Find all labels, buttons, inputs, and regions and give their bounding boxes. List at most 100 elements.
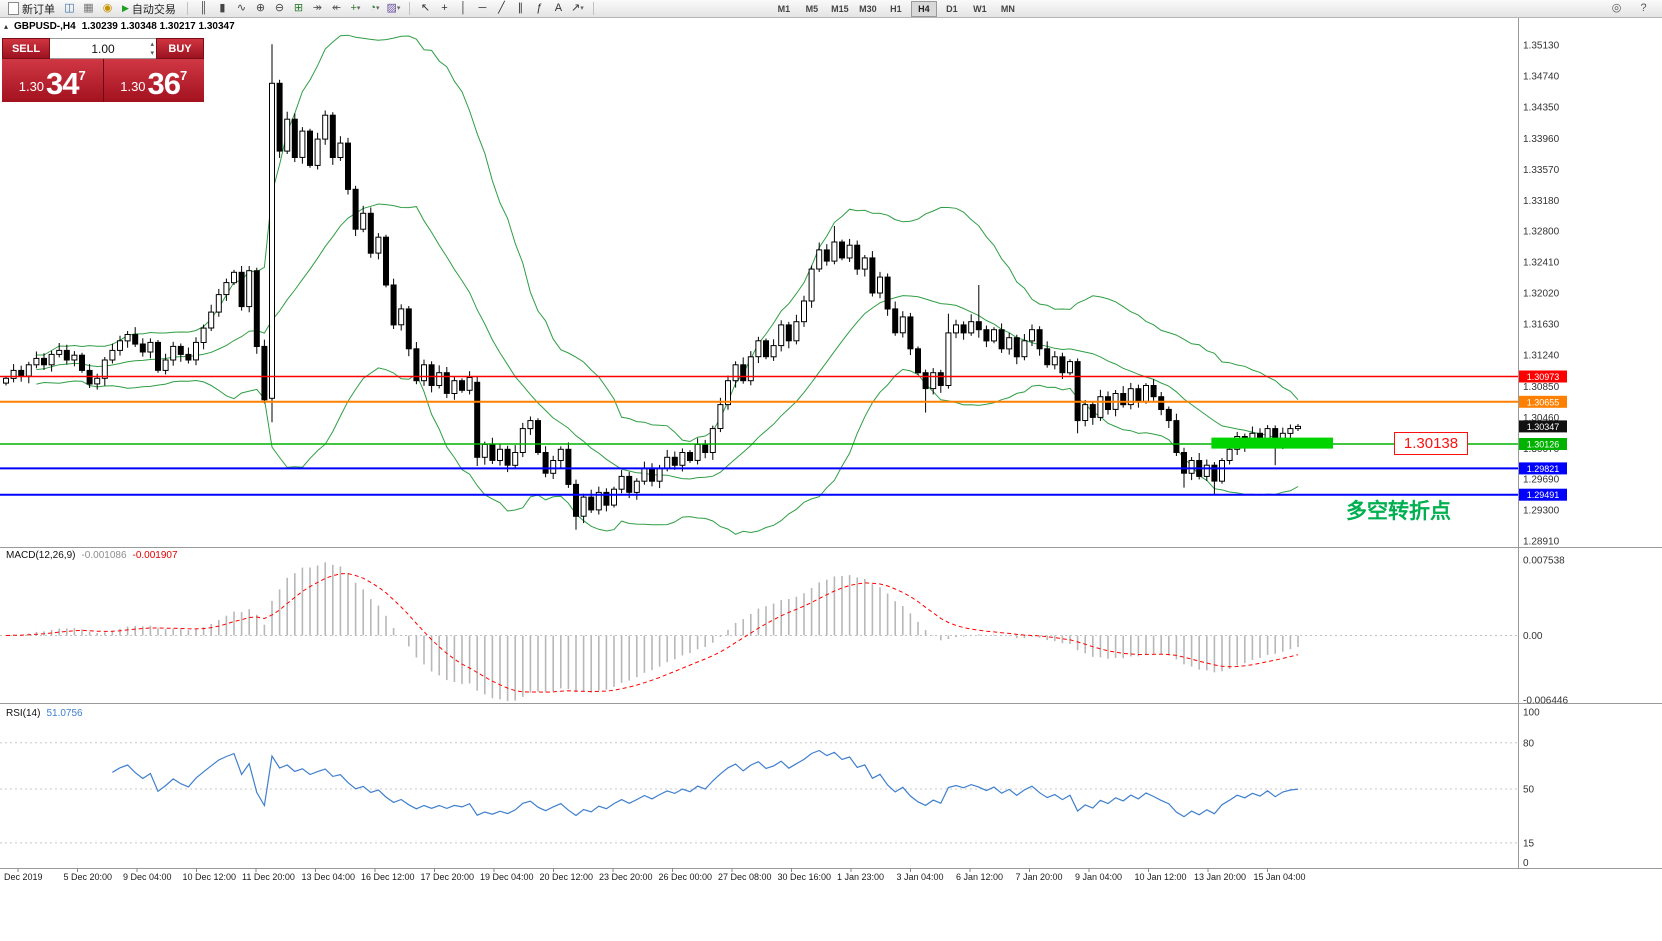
volume-value: 1.00 — [91, 41, 115, 56]
volume-down-button[interactable]: ▾ — [150, 50, 154, 57]
fibonacci-icon[interactable]: ƒ — [536, 2, 543, 14]
price-axis[interactable] — [1518, 18, 1662, 868]
svg-text:13 Jan 20:00: 13 Jan 20:00 — [1194, 872, 1246, 882]
chart-canvas[interactable]: 1.35130 1.34740 1.34350 1.33960 1.33570 1.331… — [0, 18, 1662, 885]
timeframe-h4-button[interactable]: H4 — [910, 0, 937, 17]
buy-button[interactable]: 1.30 36 7 — [103, 59, 204, 102]
svg-text:1.32410: 1.32410 — [1523, 257, 1560, 268]
svg-text:-0.006446: -0.006446 — [1523, 695, 1568, 706]
trade-panel-toggle[interactable]: ▴ — [4, 22, 9, 31]
svg-text:10 Dec 12:00: 10 Dec 12:00 — [183, 872, 237, 882]
drawing-tools-group: ↖ + │ ─ ╱ ∥ ƒ A ↗ ▾ — [417, 1, 586, 16]
svg-text:15: 15 — [1523, 838, 1535, 849]
svg-text:16 Dec 12:00: 16 Dec 12:00 — [361, 872, 415, 882]
timeframe-m1-button[interactable]: M1 — [777, 3, 791, 14]
rsi-label-row: RSI(14) 51.0756 — [6, 708, 83, 719]
dropdown-caret-icon: ▾ — [580, 5, 584, 12]
macd-signal-value: -0.001907 — [132, 550, 178, 561]
svg-text:1.29690: 1.29690 — [1523, 474, 1560, 485]
svg-text:9 Jan 04:00: 9 Jan 04:00 — [1075, 872, 1122, 882]
tile-windows-icon[interactable]: ⊞ — [293, 2, 304, 14]
candles — [3, 44, 1301, 530]
sell-header-button[interactable]: SELL — [2, 38, 50, 59]
alerts-icon[interactable]: ◉ — [102, 2, 113, 14]
volume-input[interactable]: 1.00 ▴ ▾ — [50, 38, 156, 59]
time-axis[interactable] — [0, 868, 1662, 886]
candlestick-icon[interactable]: ▮ — [219, 2, 226, 14]
zoom-in-icon[interactable]: ⊕ — [255, 2, 266, 14]
auto-trading-button[interactable]: ▶ 自动交易 — [118, 1, 180, 17]
profiles-icon[interactable]: ▦ — [83, 2, 94, 14]
svg-text:Dec 2019: Dec 2019 — [4, 872, 43, 882]
periods-icon[interactable]: ◔ ▾ — [369, 2, 380, 14]
timeframe-m30-button[interactable]: M30 — [859, 3, 877, 14]
timeframe-mn-button[interactable]: MN — [1000, 3, 1015, 14]
svg-text:0.007538: 0.007538 — [1523, 556, 1565, 567]
svg-text:0.00: 0.00 — [1523, 631, 1543, 642]
chart-shift-icon[interactable]: ↞ — [331, 2, 342, 14]
time-axis-labels: Dec 2019 5 Dec 20:00 9 Dec 04:00 10 Dec 12:… — [4, 868, 1306, 882]
svg-text:1.30973: 1.30973 — [1527, 372, 1560, 382]
toolbar-separator — [592, 2, 594, 15]
macd-label-row: MACD(12,26,9) -0.001086 -0.001907 — [6, 550, 178, 561]
line-chart-icon[interactable]: ∿ — [236, 2, 247, 14]
timeframe-m5-button[interactable]: M5 — [805, 3, 819, 14]
new-order-label: 新订单 — [22, 3, 55, 16]
svg-text:30 Dec 16:00: 30 Dec 16:00 — [778, 872, 832, 882]
auto-trading-label: 自动交易 — [131, 3, 176, 16]
auto-scroll-icon[interactable]: ↠ — [312, 2, 323, 14]
rsi-indicator: 100 80 50 15 0 — [0, 708, 1540, 869]
sell-button[interactable]: 1.30 34 7 — [2, 59, 104, 102]
svg-text:1.28910: 1.28910 — [1523, 537, 1560, 548]
timeframe-h1-button[interactable]: H1 — [890, 3, 902, 14]
svg-text:13 Dec 04:00: 13 Dec 04:00 — [302, 872, 356, 882]
new-order-icon — [8, 2, 19, 15]
new-order-button[interactable]: 新订单 — [4, 1, 59, 17]
search-icon[interactable]: ◎ — [1611, 2, 1622, 14]
vertical-line-icon[interactable]: │ — [459, 2, 467, 14]
svg-text:1.33570: 1.33570 — [1523, 165, 1560, 176]
timeframe-w1-button[interactable]: W1 — [973, 3, 987, 14]
channel-icon[interactable]: ∥ — [517, 2, 524, 14]
panel-separator-macd[interactable] — [0, 546, 1662, 550]
zoom-out-icon[interactable]: ⊖ — [274, 2, 285, 14]
dropdown-caret-icon: ▾ — [375, 5, 380, 12]
trade-panel-prices: 1.30 34 7 1.30 36 7 — [2, 59, 204, 102]
svg-text:50: 50 — [1523, 785, 1535, 796]
svg-text:10 Jan 12:00: 10 Jan 12:00 — [1135, 872, 1187, 882]
svg-text:1.33180: 1.33180 — [1523, 196, 1560, 207]
timeframe-d1-button[interactable]: D1 — [946, 3, 958, 14]
dropdown-caret-icon: ▾ — [396, 5, 401, 12]
volume-up-button[interactable]: ▴ — [150, 41, 154, 48]
panel-separator-rsi[interactable] — [0, 702, 1662, 706]
svg-text:1.34350: 1.34350 — [1523, 103, 1560, 114]
pivot-point-note: 多空转折点 — [1346, 500, 1451, 523]
chart-window-icon[interactable]: ◫ — [64, 2, 75, 14]
svg-text:7 Jan 20:00: 7 Jan 20:00 — [1016, 872, 1063, 882]
timeframe-m15-button[interactable]: M15 — [831, 3, 849, 14]
text-tool-icon[interactable]: A — [554, 2, 563, 14]
bar-chart-icon[interactable]: ║ — [199, 2, 208, 14]
svg-text:1.33960: 1.33960 — [1523, 134, 1560, 145]
svg-text:1.29300: 1.29300 — [1523, 505, 1560, 516]
toolbar: 新订单 ◫ ▦ ◉ ▶ 自动交易 ║ ▮ ∿ ⊕ ⊖ ⊞ ↠ ↞ + ▾ ◔ ▾ ▨ ▾ ↖ + │ ─ ╱ ∥ ƒ A ↗ ▾… — [0, 0, 1662, 18]
svg-text:1 Jan 23:00: 1 Jan 23:00 — [837, 872, 884, 882]
help-icon[interactable]: ? — [1640, 2, 1647, 14]
price-axis-badges: 1.30973 1.30655 1.30126 1.29821 1.29491 1.303… — [1519, 370, 1567, 501]
buy-header-button[interactable]: BUY — [156, 38, 204, 59]
svg-text:27 Dec 08:00: 27 Dec 08:00 — [718, 872, 772, 882]
cursor-icon[interactable]: ↖ — [420, 2, 431, 14]
svg-text:1.34740: 1.34740 — [1523, 72, 1560, 83]
sell-price-big: 34 — [46, 66, 79, 101]
svg-text:1.32020: 1.32020 — [1523, 289, 1560, 300]
svg-text:0: 0 — [1523, 858, 1529, 869]
indicators-icon[interactable]: + ▾ — [350, 2, 361, 14]
horizontal-line-icon[interactable]: ─ — [478, 2, 487, 14]
window-icons-group: ◫ ▦ ◉ — [61, 1, 116, 16]
crosshair-icon[interactable]: + — [441, 2, 448, 14]
svg-text:26 Dec 00:00: 26 Dec 00:00 — [659, 872, 713, 882]
trendline-icon[interactable]: ╱ — [498, 2, 505, 14]
arrows-tool-icon[interactable]: ↗ ▾ — [571, 2, 584, 14]
templates-icon[interactable]: ▨ ▾ — [386, 2, 401, 14]
